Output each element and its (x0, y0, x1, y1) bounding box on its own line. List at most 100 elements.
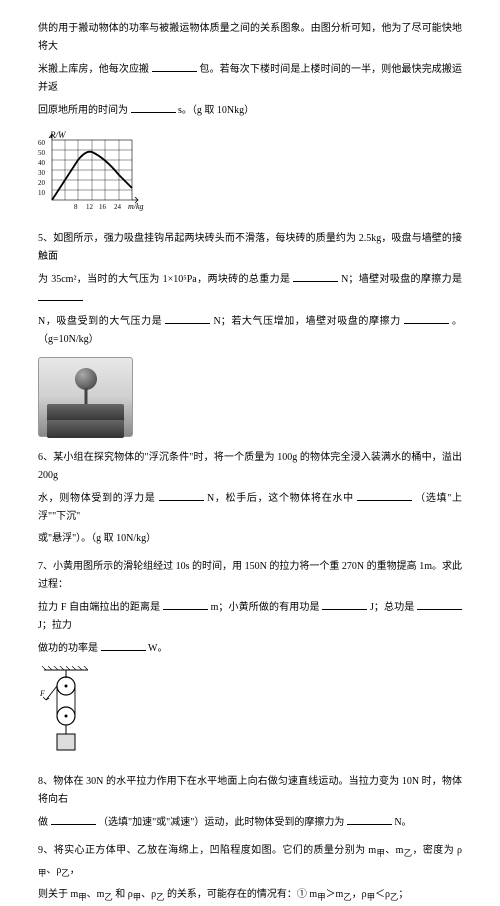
svg-text:12: 12 (86, 203, 94, 211)
blank-q5-4 (404, 312, 449, 324)
intro-para: 供的用于搬动物体的功率与被搬运物体质量之间的关系图象。由图分析可知，他为了尽可能… (38, 20, 462, 56)
q9-l1b: 、m (385, 845, 403, 856)
q9-para-2: 则关于 m甲、m乙 和 ρ甲、ρ乙 的关系，可能存在的情况有：① m甲＞m乙，ρ… (38, 886, 462, 906)
q8-para-2: 做 （选填"加速"或"减速"）运动，此时物体受到的摩擦力为 N。 (38, 813, 462, 832)
blank-time (131, 101, 176, 113)
svg-text:50: 50 (38, 149, 46, 157)
intro-l2a: 米搬上库房，他每次应搬 (38, 64, 149, 75)
q8-num: 8、 (38, 776, 53, 787)
blank-q5-3 (165, 312, 210, 324)
intro-l1: 供的用于搬动物体的功率与被搬运物体质量之间的关系图象。由图分析可知，他为了尽可能… (38, 23, 462, 52)
q9-num: 9、 (38, 845, 54, 856)
blank-q5-2 (38, 289, 83, 301)
q9-l2b: 、m (87, 889, 105, 900)
q9-l2d: 、ρ (141, 889, 156, 900)
sub-a-6: 甲 (367, 893, 375, 902)
q6-para-3: 或"悬浮"）。（g 取 10N/kg） (38, 530, 462, 548)
blank-q6-1 (159, 489, 204, 501)
intro-para-2: 米搬上库房，他每次应搬 包。若每次下楼时间是上楼时间的一半，则他最快完成搬运并返 (38, 60, 462, 97)
q5-para: 5、如图所示，强力吸盘挂钩吊起两块砖头而不滑落，每块砖的质量约为 2.5kg，吸… (38, 230, 462, 266)
q7-l2b: m；小黄所做的有用功是 (211, 602, 320, 613)
blank-q8-1 (51, 813, 96, 825)
svg-text:10: 10 (38, 189, 46, 197)
q7-num: 7、 (38, 561, 53, 572)
sub-a-5: 甲 (317, 893, 325, 902)
brick-figure (38, 357, 462, 437)
q8-l2c: N。 (394, 817, 411, 828)
q9-l2g: ，ρ (352, 889, 367, 900)
svg-text:8: 8 (74, 203, 78, 211)
svg-text:24: 24 (114, 203, 122, 211)
q9-l2a: 则关于 m (38, 889, 78, 900)
svg-text:60: 60 (38, 139, 46, 147)
q9-l2e: 的关系，可能存在的情况有：① m (164, 889, 317, 900)
q8-para: 8、物体在 30N 的水平拉力作用下在水平地面上向右做匀速直线运动。当拉力变为 … (38, 773, 462, 809)
q6-l3: 或"悬浮"）。（g 取 10N/kg） (38, 533, 156, 544)
q7-l3a: 做功的功率是 (38, 643, 98, 654)
svg-text:30: 30 (38, 169, 46, 177)
q6-para: 6、某小组在探究物体的"浮沉条件"时，将一个质量为 100g 的物体完全浸入装满… (38, 449, 462, 485)
suction-cup-icon (75, 368, 97, 390)
blank-q7-2 (322, 598, 367, 610)
sub-a-4: 甲 (133, 893, 141, 902)
q7-l3b: W。 (148, 643, 167, 654)
sub-b-5: 乙 (343, 893, 351, 902)
q5-l3b: N；若大气压增加，墙壁对吸盘的摩擦力 (214, 316, 401, 327)
blank-q6-2 (357, 489, 412, 501)
svg-text:F: F (39, 689, 45, 698)
q5-l1: 如图所示，强力吸盘挂钩吊起两块砖头而不滑落，每块砖的质量约为 2.5kg，吸盘与… (38, 233, 462, 262)
sub-b-1: 乙 (403, 849, 412, 858)
pulley-figure: F (38, 666, 462, 761)
intro-l3a: 回原地所用的时间为 (38, 105, 128, 116)
power-mass-chart: P/W 60 50 40 30 20 10 8 12 (38, 128, 462, 218)
blank-bags (152, 60, 197, 72)
q9-l2f: ＞m (326, 889, 344, 900)
q7-l2c: J；总功是 (370, 602, 414, 613)
svg-text:20: 20 (38, 179, 46, 187)
q6-l1: 某小组在探究物体的"浮沉条件"时，将一个质量为 100g 的物体完全浸入装满水的… (38, 452, 462, 481)
q9-l1e: ， (70, 865, 80, 876)
sub-b-6: 乙 (390, 893, 398, 902)
intro-l3b: s。（g 取 10Nkg） (178, 105, 254, 116)
sub-b-3: 乙 (104, 893, 112, 902)
q9-para: 9、将实心正方体甲、乙放在海绵上，凹陷程度如图。它们的质量分别为 m甲、m乙，密… (38, 842, 462, 882)
q7-l2a: 拉力 F 自由端拉出的距离是 (38, 602, 160, 613)
q7-l1: 小黄用图所示的滑轮组经过 10s 的时间，用 150N 的拉力将一个重 270N… (38, 561, 462, 590)
sub-a-1: 甲 (376, 849, 385, 858)
blank-q8-2 (347, 813, 392, 825)
q5-l2a: 为 35cm²，当时的大气压为 1×10⁵Pa，两块砖的总重力是 (38, 274, 290, 285)
chart-xlabel: m/kg (128, 202, 144, 211)
blank-q5-1 (293, 270, 338, 282)
q9-l2c: 和 ρ (113, 889, 133, 900)
q5-num: 5、 (38, 233, 53, 244)
q9-l2i: ； (398, 889, 408, 900)
sub-b-2: 乙 (61, 869, 69, 878)
q8-l2b: （选填"加速"或"减速"）运动，此时物体受到的摩擦力为 (98, 817, 344, 828)
q7-para-3: 做功的功率是 W。 (38, 639, 462, 658)
q5-l3a: N，吸盘受到的大气压力是 (38, 316, 162, 327)
q7-l2d: J；拉力 (38, 620, 72, 631)
q9-l1d: 、ρ (46, 865, 61, 876)
q7-para-2: 拉力 F 自由端拉出的距离是 m；小黄所做的有用功是 J；总功是 J；拉力 (38, 598, 462, 635)
q6-l2b: N，松手后，这个物体将在水中 (207, 493, 354, 504)
intro-para-3: 回原地所用的时间为 s。（g 取 10Nkg） (38, 101, 462, 120)
q9-l1: 将实心正方体甲、乙放在海绵上，凹陷程度如图。它们的质量分别为 m (54, 845, 376, 856)
svg-text:16: 16 (99, 203, 107, 211)
brick-layer-2 (47, 420, 124, 438)
sub-a-3: 甲 (78, 893, 86, 902)
q6-l2a: 水，则物体受到的浮力是 (38, 493, 156, 504)
q8-l1: 物体在 30N 的水平拉力作用下在水平地面上向右做匀速直线运动。当拉力变为 10… (38, 776, 462, 805)
blank-q7-1 (163, 598, 208, 610)
q9-l1c: ，密度为 ρ (413, 845, 462, 856)
q5-l2b: N；墙壁对吸盘的摩擦力是 (341, 274, 462, 285)
q7-para: 7、小黄用图所示的滑轮组经过 10s 的时间，用 150N 的拉力将一个重 27… (38, 558, 462, 594)
blank-q7-3 (417, 598, 462, 610)
sub-b-4: 乙 (156, 893, 164, 902)
svg-text:40: 40 (38, 159, 46, 167)
sub-a-2: 甲 (38, 869, 46, 878)
q8-l2a: 做 (38, 817, 48, 828)
q6-num: 6、 (38, 452, 53, 463)
q5-para-2: 为 35cm²，当时的大气压为 1×10⁵Pa，两块砖的总重力是 N；墙壁对吸盘… (38, 270, 462, 308)
q6-para-2: 水，则物体受到的浮力是 N，松手后，这个物体将在水中 （选填"上浮""下沉" (38, 489, 462, 526)
q5-para-3: N，吸盘受到的大气压力是 N；若大气压增加，墙壁对吸盘的摩擦力 。（g=10N/… (38, 312, 462, 349)
